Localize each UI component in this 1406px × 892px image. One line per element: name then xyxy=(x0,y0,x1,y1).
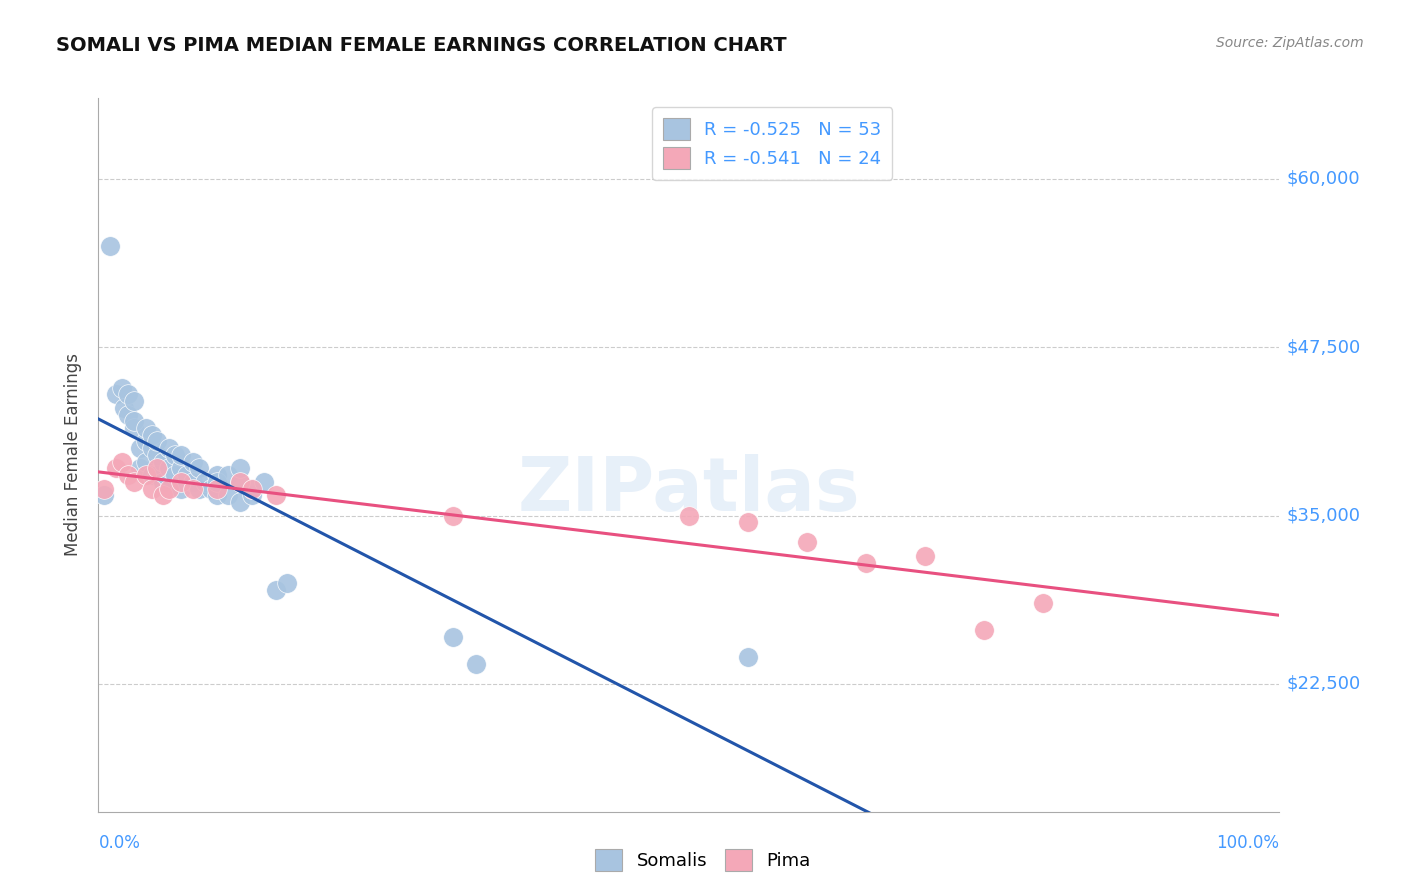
Point xyxy=(253,475,276,489)
Point xyxy=(441,508,464,523)
Point xyxy=(157,441,180,455)
Point xyxy=(855,556,877,570)
Point xyxy=(141,482,163,496)
Point xyxy=(117,468,139,483)
Point xyxy=(157,461,180,475)
Text: Source: ZipAtlas.com: Source: ZipAtlas.com xyxy=(1216,36,1364,50)
Point xyxy=(205,468,228,483)
Point xyxy=(141,468,163,483)
Point xyxy=(170,482,193,496)
Point xyxy=(796,535,818,549)
Point xyxy=(170,461,193,475)
Point xyxy=(205,482,228,496)
Point xyxy=(135,434,157,449)
Point xyxy=(465,657,488,671)
Point xyxy=(152,455,174,469)
Point xyxy=(187,482,209,496)
Point xyxy=(157,482,180,496)
Point xyxy=(973,623,995,637)
Point xyxy=(111,455,134,469)
Point xyxy=(205,475,228,489)
Point xyxy=(229,475,252,489)
Text: $60,000: $60,000 xyxy=(1286,169,1360,188)
Point xyxy=(117,408,139,422)
Text: SOMALI VS PIMA MEDIAN FEMALE EARNINGS CORRELATION CHART: SOMALI VS PIMA MEDIAN FEMALE EARNINGS CO… xyxy=(56,36,787,54)
Point xyxy=(240,482,263,496)
Point xyxy=(105,461,128,475)
Y-axis label: Median Female Earnings: Median Female Earnings xyxy=(65,353,83,557)
Text: $22,500: $22,500 xyxy=(1286,675,1361,693)
Point xyxy=(122,394,145,409)
Text: $35,000: $35,000 xyxy=(1286,507,1361,524)
Point xyxy=(1032,596,1054,610)
Point xyxy=(229,461,252,475)
Point xyxy=(165,468,187,483)
Point xyxy=(181,475,204,489)
Point xyxy=(737,515,759,529)
Point xyxy=(93,482,115,496)
Point xyxy=(165,448,187,462)
Point xyxy=(187,461,209,475)
Point xyxy=(264,488,287,502)
Point xyxy=(146,434,169,449)
Point xyxy=(128,461,150,475)
Point xyxy=(229,475,252,489)
Point xyxy=(217,488,239,502)
Point xyxy=(146,448,169,462)
Point xyxy=(128,441,150,455)
Point xyxy=(737,649,759,664)
Point xyxy=(146,461,169,475)
Point xyxy=(141,427,163,442)
Point xyxy=(176,468,198,483)
Point xyxy=(170,448,193,462)
Point xyxy=(240,488,263,502)
Point xyxy=(111,381,134,395)
Point xyxy=(122,475,145,489)
Point xyxy=(264,582,287,597)
Point xyxy=(117,387,139,401)
Point xyxy=(112,401,135,415)
Point xyxy=(135,421,157,435)
Point xyxy=(122,421,145,435)
Point xyxy=(678,508,700,523)
Point xyxy=(141,441,163,455)
Point xyxy=(181,482,204,496)
Point xyxy=(229,495,252,509)
Point xyxy=(122,414,145,428)
Text: $47,500: $47,500 xyxy=(1286,338,1361,356)
Point xyxy=(98,239,121,253)
Point xyxy=(93,488,115,502)
Point xyxy=(240,482,263,496)
Point xyxy=(135,455,157,469)
Text: 100.0%: 100.0% xyxy=(1216,834,1279,852)
Text: 0.0%: 0.0% xyxy=(98,834,141,852)
Legend: Somalis, Pima: Somalis, Pima xyxy=(588,842,818,879)
Point xyxy=(217,468,239,483)
Text: ZIPatlas: ZIPatlas xyxy=(517,454,860,527)
Point xyxy=(105,387,128,401)
Point xyxy=(170,475,193,489)
Point xyxy=(135,468,157,483)
Legend: R = -0.525   N = 53, R = -0.541   N = 24: R = -0.525 N = 53, R = -0.541 N = 24 xyxy=(652,107,893,180)
Point xyxy=(276,575,298,590)
Point xyxy=(152,488,174,502)
Point xyxy=(152,475,174,489)
Point xyxy=(914,549,936,563)
Point xyxy=(146,468,169,483)
Point xyxy=(181,455,204,469)
Point xyxy=(200,482,222,496)
Point xyxy=(194,475,217,489)
Point xyxy=(205,488,228,502)
Point xyxy=(441,630,464,644)
